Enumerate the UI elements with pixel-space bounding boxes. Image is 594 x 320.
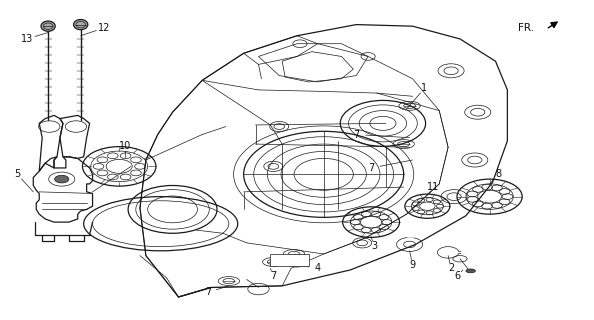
Text: FR.: FR. xyxy=(518,23,534,33)
Text: 11: 11 xyxy=(427,182,440,192)
Text: 12: 12 xyxy=(98,23,110,33)
Text: 6: 6 xyxy=(454,271,460,281)
Text: 10: 10 xyxy=(119,141,131,151)
Text: 7: 7 xyxy=(205,287,211,297)
Bar xyxy=(270,254,309,266)
Ellipse shape xyxy=(55,175,69,183)
Text: 7: 7 xyxy=(353,130,359,140)
Text: 9: 9 xyxy=(409,260,416,270)
Text: 1: 1 xyxy=(421,83,428,93)
Text: 7: 7 xyxy=(368,163,374,173)
Ellipse shape xyxy=(74,20,88,30)
Text: 2: 2 xyxy=(448,263,454,273)
Ellipse shape xyxy=(466,269,475,273)
Text: 13: 13 xyxy=(21,34,33,44)
Text: 7: 7 xyxy=(270,271,276,281)
Ellipse shape xyxy=(41,21,55,31)
Text: 3: 3 xyxy=(371,241,377,251)
Text: 5: 5 xyxy=(14,169,20,179)
Text: 8: 8 xyxy=(495,169,501,179)
Text: 4: 4 xyxy=(315,263,321,273)
